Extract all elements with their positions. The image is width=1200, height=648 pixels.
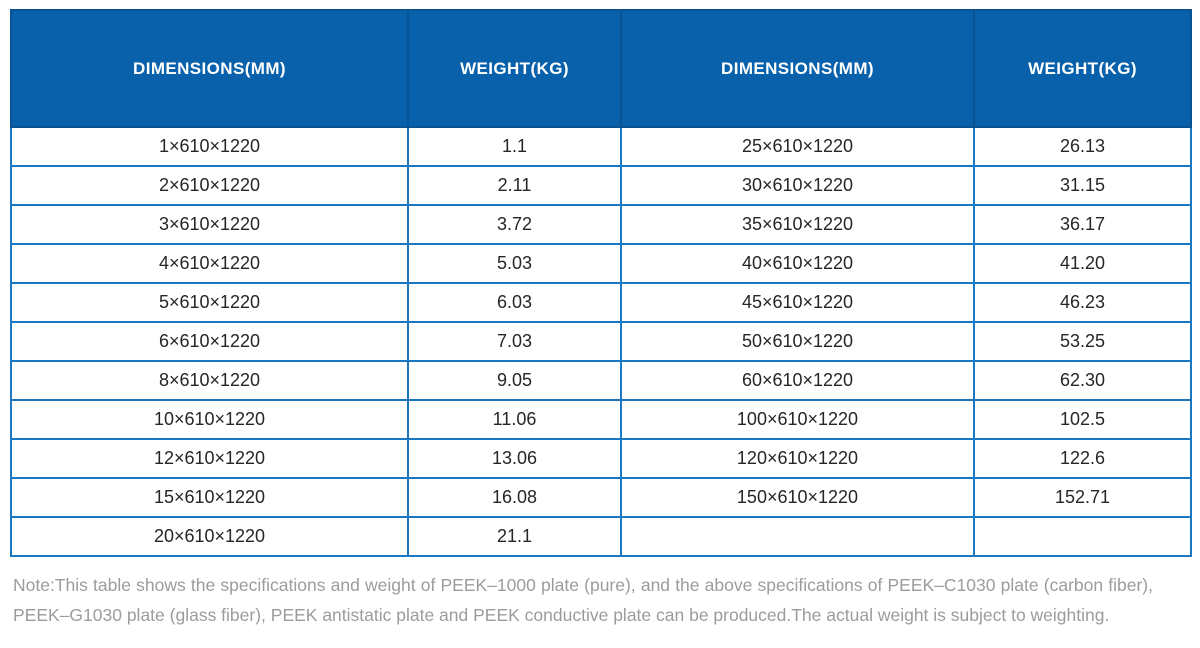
table-row: 5×610×1220 6.03 45×610×1220 46.23 bbox=[10, 282, 1192, 323]
weight-cell-right: 102.5 bbox=[973, 399, 1192, 440]
dimensions-cell-left: 15×610×1220 bbox=[10, 477, 409, 518]
column-header-weight-left: WEIGHT(KG) bbox=[407, 9, 622, 128]
dimensions-cell-left: 8×610×1220 bbox=[10, 360, 409, 401]
dimensions-cell-left: 4×610×1220 bbox=[10, 243, 409, 284]
weight-cell-right: 46.23 bbox=[973, 282, 1192, 323]
weight-cell-right: 122.6 bbox=[973, 438, 1192, 479]
column-header-weight-right: WEIGHT(KG) bbox=[973, 9, 1192, 128]
dimensions-cell-left: 5×610×1220 bbox=[10, 282, 409, 323]
dimensions-cell-right: 25×610×1220 bbox=[620, 126, 975, 167]
dimensions-cell-right: 30×610×1220 bbox=[620, 165, 975, 206]
weight-cell-left: 1.1 bbox=[407, 126, 622, 167]
dimensions-cell-left: 10×610×1220 bbox=[10, 399, 409, 440]
weight-cell-right bbox=[973, 516, 1192, 557]
dimensions-cell-left: 6×610×1220 bbox=[10, 321, 409, 362]
table-header: DIMENSIONS(MM) WEIGHT(KG) DIMENSIONS(MM)… bbox=[10, 9, 1192, 128]
table-row: 3×610×1220 3.72 35×610×1220 36.17 bbox=[10, 204, 1192, 245]
page: DIMENSIONS(MM) WEIGHT(KG) DIMENSIONS(MM)… bbox=[0, 9, 1200, 648]
dimensions-cell-right: 100×610×1220 bbox=[620, 399, 975, 440]
weight-cell-right: 26.13 bbox=[973, 126, 1192, 167]
weight-cell-left: 2.11 bbox=[407, 165, 622, 206]
weight-cell-left: 13.06 bbox=[407, 438, 622, 479]
dimensions-cell-right: 150×610×1220 bbox=[620, 477, 975, 518]
dimensions-cell-right: 45×610×1220 bbox=[620, 282, 975, 323]
dimensions-cell-right: 60×610×1220 bbox=[620, 360, 975, 401]
dimensions-cell-left: 2×610×1220 bbox=[10, 165, 409, 206]
table-row: 1×610×1220 1.1 25×610×1220 26.13 bbox=[10, 126, 1192, 167]
dimensions-cell-right: 120×610×1220 bbox=[620, 438, 975, 479]
spec-weight-table: DIMENSIONS(MM) WEIGHT(KG) DIMENSIONS(MM)… bbox=[10, 9, 1192, 557]
dimensions-cell-left: 1×610×1220 bbox=[10, 126, 409, 167]
weight-cell-left: 21.1 bbox=[407, 516, 622, 557]
column-header-dimensions-right: DIMENSIONS(MM) bbox=[620, 9, 975, 128]
table-row: 10×610×1220 11.06 100×610×1220 102.5 bbox=[10, 399, 1192, 440]
table-row: 6×610×1220 7.03 50×610×1220 53.25 bbox=[10, 321, 1192, 362]
table-row: 20×610×1220 21.1 bbox=[10, 516, 1192, 557]
table-body: 1×610×1220 1.1 25×610×1220 26.13 2×610×1… bbox=[10, 126, 1192, 557]
table-row: 4×610×1220 5.03 40×610×1220 41.20 bbox=[10, 243, 1192, 284]
column-header-dimensions-left: DIMENSIONS(MM) bbox=[10, 9, 409, 128]
table-row: 12×610×1220 13.06 120×610×1220 122.6 bbox=[10, 438, 1192, 479]
weight-cell-left: 11.06 bbox=[407, 399, 622, 440]
table-row: 15×610×1220 16.08 150×610×1220 152.71 bbox=[10, 477, 1192, 518]
weight-cell-right: 36.17 bbox=[973, 204, 1192, 245]
dimensions-cell-right: 40×610×1220 bbox=[620, 243, 975, 284]
weight-cell-left: 5.03 bbox=[407, 243, 622, 284]
weight-cell-right: 53.25 bbox=[973, 321, 1192, 362]
weight-cell-left: 16.08 bbox=[407, 477, 622, 518]
dimensions-cell-left: 12×610×1220 bbox=[10, 438, 409, 479]
weight-cell-left: 3.72 bbox=[407, 204, 622, 245]
footnote-line-1: Note:This table shows the specifications… bbox=[13, 575, 1153, 595]
dimensions-cell-left: 3×610×1220 bbox=[10, 204, 409, 245]
table-row: 2×610×1220 2.11 30×610×1220 31.15 bbox=[10, 165, 1192, 206]
weight-cell-right: 31.15 bbox=[973, 165, 1192, 206]
dimensions-cell-right bbox=[620, 516, 975, 557]
header-row: DIMENSIONS(MM) WEIGHT(KG) DIMENSIONS(MM)… bbox=[10, 9, 1192, 128]
weight-cell-right: 62.30 bbox=[973, 360, 1192, 401]
dimensions-cell-right: 35×610×1220 bbox=[620, 204, 975, 245]
weight-cell-left: 9.05 bbox=[407, 360, 622, 401]
dimensions-cell-left: 20×610×1220 bbox=[10, 516, 409, 557]
weight-cell-left: 6.03 bbox=[407, 282, 622, 323]
weight-cell-right: 152.71 bbox=[973, 477, 1192, 518]
weight-cell-left: 7.03 bbox=[407, 321, 622, 362]
footnote: Note:This table shows the specifications… bbox=[13, 570, 1153, 630]
dimensions-cell-right: 50×610×1220 bbox=[620, 321, 975, 362]
footnote-line-2: PEEK–G1030 plate (glass fiber), PEEK ant… bbox=[13, 605, 1110, 625]
weight-cell-right: 41.20 bbox=[973, 243, 1192, 284]
table-row: 8×610×1220 9.05 60×610×1220 62.30 bbox=[10, 360, 1192, 401]
